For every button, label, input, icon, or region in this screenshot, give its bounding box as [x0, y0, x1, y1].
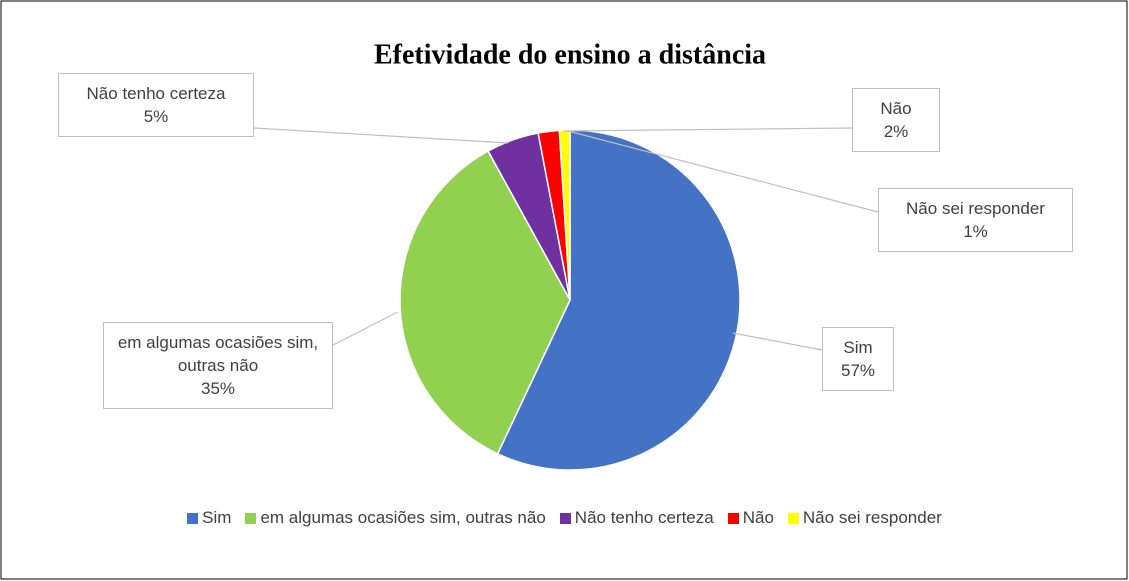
legend-swatch	[245, 512, 257, 524]
legend-swatch	[787, 512, 799, 524]
label-value: 35%	[200, 379, 236, 398]
pie-slice	[399, 150, 571, 455]
legend-swatch	[727, 512, 739, 524]
legend-label: Não	[742, 508, 774, 527]
label-name: em algumas ocasiões sim, outras não	[117, 333, 319, 375]
legend-swatch	[559, 512, 571, 524]
legend-item: Não tenho certeza	[559, 508, 714, 528]
data-label: em algumas ocasiões sim, outras não 35%	[103, 322, 333, 409]
label-name: Não tenho certeza	[86, 84, 226, 103]
label-name: Não sei responder	[906, 199, 1045, 218]
data-label: Não 2%	[852, 88, 940, 152]
label-value: 1%	[963, 222, 988, 241]
legend-item: Sim	[187, 508, 231, 528]
label-value: 5%	[143, 107, 169, 126]
label-value: 57%	[840, 361, 876, 380]
legend-label: Não sei responder	[802, 508, 942, 527]
legend-item: Não	[727, 508, 774, 528]
leader-line	[567, 130, 879, 213]
legend: Sim em algumas ocasiões sim, outras não Nã…	[0, 508, 1129, 528]
legend-label: em algumas ocasiões sim, outras não	[260, 508, 546, 527]
data-label: Não tenho certeza 5%	[58, 73, 254, 137]
pie-slice	[496, 129, 741, 471]
leader-lines	[253, 127, 879, 351]
leader-line	[253, 127, 509, 144]
leader-line	[562, 127, 853, 132]
legend-label: Sim	[202, 508, 232, 527]
legend-swatch	[187, 512, 199, 524]
data-label: Não sei responder 1%	[878, 188, 1073, 252]
legend-label: Não tenho certeza	[574, 508, 714, 527]
legend-item: Não sei responder	[787, 508, 942, 528]
leader-line	[332, 311, 399, 346]
label-name: Sim	[843, 338, 873, 357]
chart-title: Efetividade do ensino a distância	[374, 39, 766, 70]
data-label: Sim 57%	[822, 327, 894, 391]
label-name: Não	[880, 99, 912, 118]
pie-slice	[558, 129, 571, 301]
legend-item: em algumas ocasiões sim, outras não	[245, 508, 546, 528]
label-value: 2%	[883, 122, 909, 141]
leader-line	[732, 332, 823, 351]
